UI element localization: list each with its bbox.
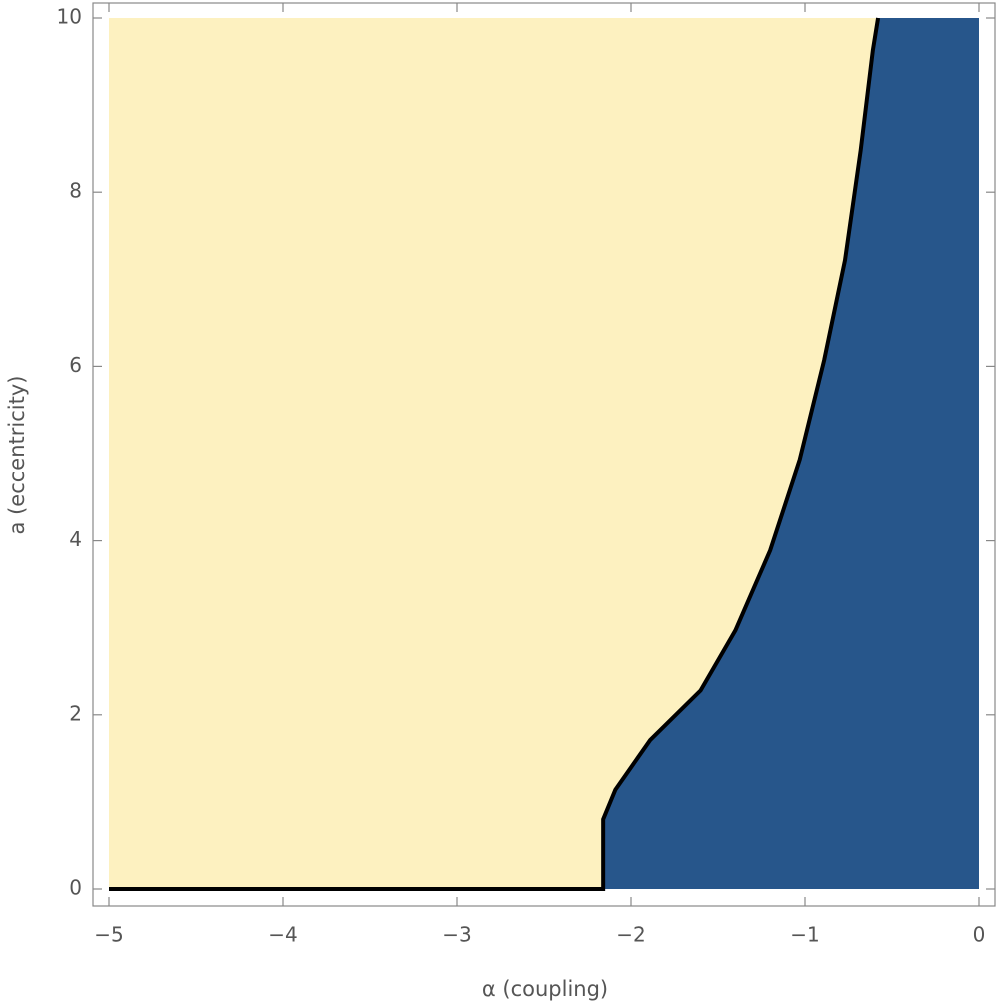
x-tick-label: −4 xyxy=(268,923,297,947)
x-tick-label: −3 xyxy=(442,923,471,947)
plot-frame xyxy=(92,2,996,907)
x-tick-label: −1 xyxy=(790,923,819,947)
y-tick-label: 2 xyxy=(69,701,82,725)
y-tick-label: 8 xyxy=(69,179,82,203)
x-tick-label: −5 xyxy=(94,923,123,947)
x-tick-label: −2 xyxy=(616,923,645,947)
y-tick-label: 6 xyxy=(69,353,82,377)
region xyxy=(603,18,979,889)
y-tick-label: 0 xyxy=(69,876,82,900)
y-tick-label: 10 xyxy=(57,5,82,29)
boundary-line xyxy=(109,17,881,891)
x-tick-label: 0 xyxy=(973,923,986,947)
x-axis-label: α (coupling) xyxy=(482,977,608,1001)
y-tick-label: 4 xyxy=(69,527,82,551)
y-axis-label: a (eccentricity) xyxy=(5,376,29,535)
